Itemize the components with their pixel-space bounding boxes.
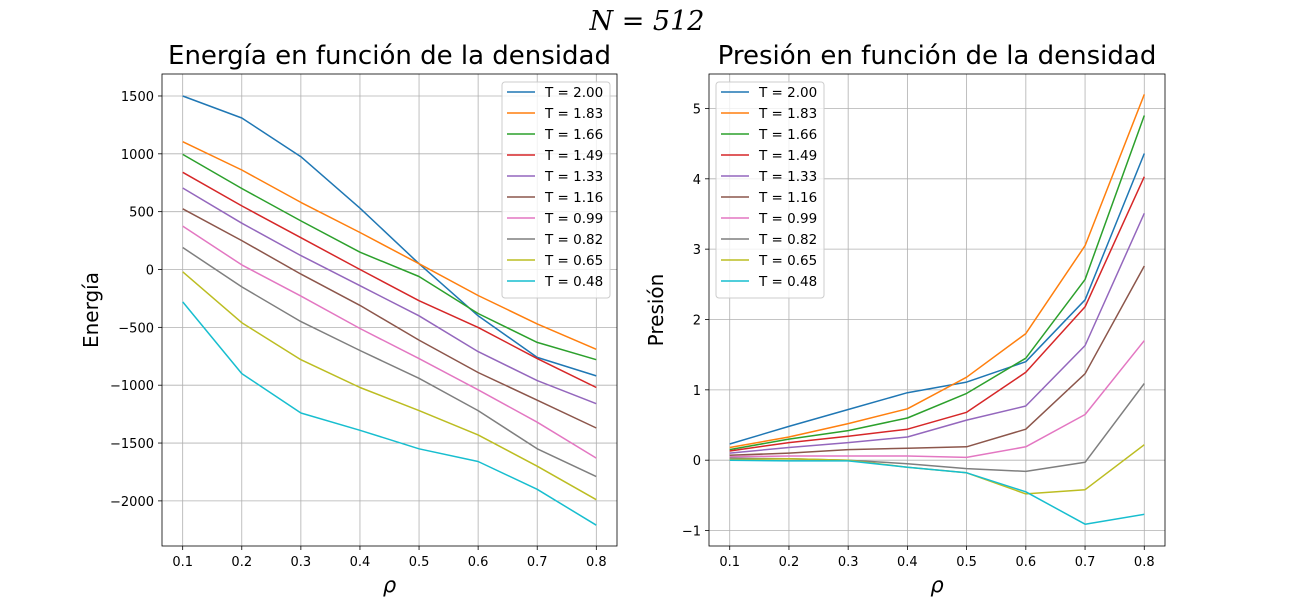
legend-label: T = 0.65 — [758, 253, 817, 269]
series-line-7 — [182, 246, 597, 478]
legend-label: T = 0.82 — [544, 232, 603, 248]
legend-box — [715, 81, 825, 299]
legend-label: T = 0.65 — [544, 253, 603, 269]
legend-label: T = 0.82 — [758, 232, 817, 248]
legend-label: T = 1.16 — [758, 190, 817, 206]
y-tick-label: 4 — [693, 173, 701, 188]
chart-1: Presión en función de la densidad 0.1 0.2 0… — [644, 41, 1166, 597]
legend-label: T = 1.66 — [544, 127, 603, 143]
x-tick-label: 0.4 — [350, 555, 371, 570]
y-tick-label: −2000 — [110, 495, 154, 510]
figure-suptitle: N = 512 — [589, 6, 705, 37]
series-line-0 — [182, 95, 597, 377]
series-line-5 — [729, 265, 1145, 457]
legend-label: T = 0.99 — [758, 211, 817, 227]
y-tick-label: −1 — [682, 525, 701, 540]
y-tick-label: −1500 — [110, 437, 154, 452]
x-tick-label: 0.8 — [586, 555, 607, 570]
x-axis-label: ρ — [383, 573, 397, 597]
x-tick-label: 0.1 — [172, 555, 193, 570]
legend-label: T = 1.83 — [758, 106, 817, 122]
series-line-8 — [182, 271, 597, 501]
legend-label: T = 0.99 — [544, 211, 603, 227]
y-tick-label: 5 — [693, 102, 701, 117]
x-tick-label: 0.8 — [1134, 555, 1155, 570]
y-tick-label: 0 — [693, 454, 701, 469]
plot-frame — [708, 73, 1166, 547]
y-axis-label: Energía — [79, 272, 103, 348]
legend-label: T = 1.33 — [544, 169, 603, 185]
series-line-1 — [729, 94, 1145, 449]
series-line-6 — [182, 225, 597, 459]
x-tick-label: 0.7 — [527, 555, 548, 570]
y-tick-label: 1000 — [121, 148, 154, 163]
series-line-1 — [182, 141, 597, 350]
series-line-4 — [729, 212, 1145, 454]
legend-box — [501, 81, 611, 299]
y-tick-label: −1000 — [110, 379, 154, 394]
series-line-2 — [729, 115, 1146, 451]
y-tick-label: 0 — [146, 264, 154, 279]
series-line-3 — [729, 176, 1145, 452]
series-line-6 — [729, 340, 1145, 459]
y-tick-label: 2 — [693, 313, 701, 328]
series-line-9 — [729, 459, 1145, 525]
legend-label: T = 1.66 — [758, 127, 817, 143]
y-tick-label: 500 — [129, 206, 154, 221]
y-tick-label: 1 — [693, 384, 701, 399]
legend-label: T = 1.33 — [758, 169, 817, 185]
series-line-3 — [182, 171, 597, 389]
x-axis-label: ρ — [930, 573, 944, 597]
x-tick-label: 0.6 — [468, 555, 489, 570]
plot-frame — [161, 73, 618, 547]
series-line-4 — [182, 187, 597, 405]
legend-label: T = 1.49 — [758, 148, 817, 164]
legend-label: T = 0.48 — [544, 274, 603, 290]
chart-title: Energía en función de la densidad — [168, 41, 611, 71]
chart-title: Presión en función de la densidad — [718, 41, 1157, 71]
chart-0: Energía en función de la densidad 0.1 0.2 0… — [79, 41, 618, 597]
series-line-0 — [729, 153, 1145, 445]
x-tick-label: 0.4 — [897, 555, 918, 570]
series-line-9 — [182, 301, 597, 526]
legend-label: T = 1.83 — [544, 106, 603, 122]
legend-label: T = 1.49 — [544, 148, 603, 164]
y-tick-label: 1500 — [121, 90, 154, 105]
x-tick-label: 0.2 — [231, 555, 252, 570]
x-tick-label: 0.5 — [956, 555, 977, 570]
x-tick-label: 0.5 — [409, 555, 430, 570]
legend-label: T = 2.00 — [544, 85, 603, 101]
y-tick-label: 3 — [693, 243, 701, 258]
x-tick-label: 0.1 — [719, 555, 740, 570]
y-tick-label: −500 — [118, 321, 154, 336]
x-tick-label: 0.2 — [779, 555, 800, 570]
series-line-5 — [182, 208, 597, 429]
x-tick-label: 0.6 — [1015, 555, 1036, 570]
legend-label: T = 1.16 — [544, 190, 603, 206]
legend-label: T = 0.48 — [758, 274, 817, 290]
y-axis-label: Presión — [644, 274, 668, 347]
x-tick-label: 0.3 — [291, 555, 312, 570]
x-tick-label: 0.3 — [838, 555, 859, 570]
x-tick-label: 0.7 — [1075, 555, 1096, 570]
series-line-2 — [182, 153, 597, 361]
legend-label: T = 2.00 — [758, 85, 817, 101]
